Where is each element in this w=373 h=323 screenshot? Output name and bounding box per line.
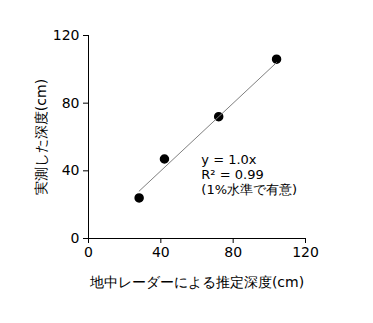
svg-text:0: 0 [71,230,80,246]
svg-text:120: 120 [53,27,80,43]
svg-text:40: 40 [62,162,80,178]
svg-text:0: 0 [84,244,93,260]
svg-text:y = 1.0xR² = 0.99(1%水準で有意): y = 1.0xR² = 0.99(1%水準で有意) [201,152,297,197]
svg-text:120: 120 [292,244,319,260]
svg-text:地中レーダーによる推定深度(cm): 地中レーダーによる推定深度(cm) [89,274,304,290]
svg-text:40: 40 [152,244,170,260]
svg-text:80: 80 [62,95,80,111]
svg-text:80: 80 [224,244,242,260]
svg-text:実測した深度(cm): 実測した深度(cm) [33,79,49,195]
